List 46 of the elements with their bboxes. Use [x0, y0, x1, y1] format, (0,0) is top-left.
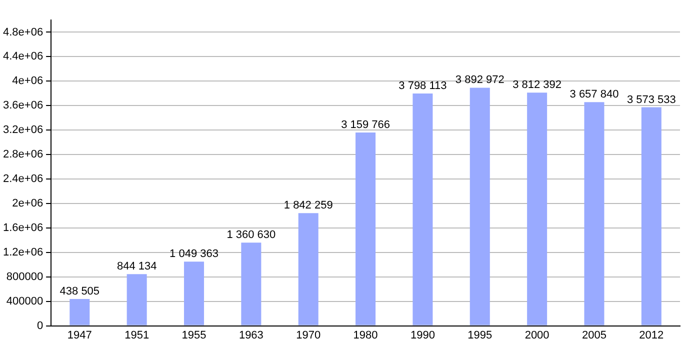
x-tick-label: 2000 [524, 329, 550, 342]
data-label: 438 505 [60, 286, 100, 298]
data-label: 3 573 533 [626, 94, 676, 106]
bar [527, 92, 548, 326]
y-tick-label: 1.2e+06 [2, 246, 44, 258]
x-tick-label: 1947 [67, 329, 92, 342]
bar [470, 88, 490, 326]
x-tick-label: 1990 [410, 329, 435, 342]
x-tick-label: 1951 [124, 329, 150, 342]
y-tick-label: 4.4e+06 [2, 50, 44, 63]
data-label: 844 134 [116, 260, 157, 273]
y-tick-label: 2.8e+06 [2, 148, 44, 161]
x-tick-label: 2005 [582, 329, 606, 342]
data-label: 3 159 766 [341, 119, 390, 132]
bar [584, 102, 604, 326]
bar [70, 298, 90, 326]
data-label: 1 049 363 [170, 248, 218, 260]
data-label: 3 657 840 [570, 88, 619, 101]
x-tick-label: 2012 [639, 329, 664, 342]
data-label: 3 798 113 [398, 80, 447, 92]
bar [298, 213, 318, 326]
y-tick-label: 1.6e+06 [2, 222, 44, 234]
y-tick-label: 3.2e+06 [2, 124, 44, 136]
x-tick-label: 1963 [238, 329, 264, 342]
y-tick-label: 2e+06 [12, 198, 44, 210]
x-tick-label: 1955 [182, 329, 206, 342]
bar [356, 132, 376, 326]
x-tick-label: 1995 [468, 329, 492, 342]
data-label: 1 842 259 [284, 200, 333, 212]
bar [126, 274, 147, 326]
bar [241, 242, 262, 326]
x-tick-label: 1970 [296, 329, 321, 342]
data-label: 3 812 392 [512, 79, 562, 92]
y-tick-label: 0 [36, 320, 44, 332]
x-tick-label: 1980 [353, 329, 378, 342]
bar [641, 107, 662, 326]
y-tick-label: 2.4e+06 [2, 173, 44, 186]
data-label: 3 892 972 [455, 74, 504, 86]
y-tick-label: 4e+06 [12, 75, 44, 88]
bar [184, 262, 204, 326]
y-tick-label: 400000 [6, 295, 44, 308]
y-tick-label: 800000 [6, 270, 44, 283]
bar [412, 94, 433, 326]
y-tick-label: 4.8e+06 [2, 26, 44, 38]
data-label: 1 360 630 [226, 229, 276, 242]
y-tick-label: 3.6e+06 [2, 100, 44, 112]
